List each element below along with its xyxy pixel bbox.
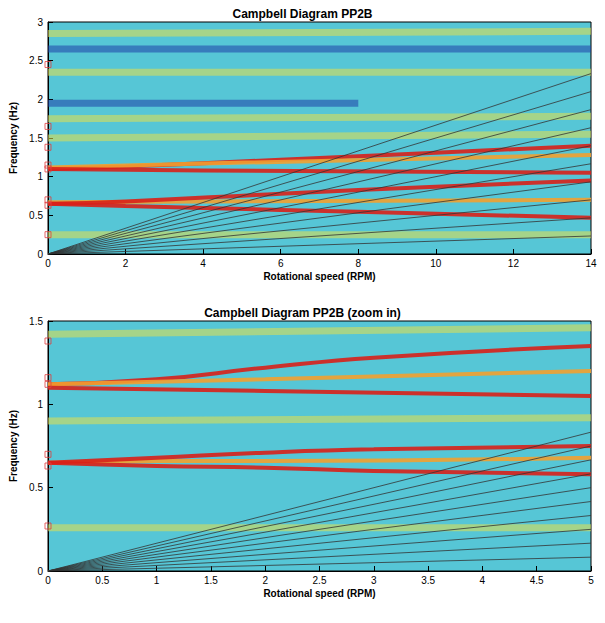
svg-text:1.5: 1.5 [204,575,218,586]
svg-text:3: 3 [37,17,43,28]
svg-text:2: 2 [37,94,43,105]
svg-text:Frequency (Hz): Frequency (Hz) [8,410,19,482]
svg-text:6: 6 [278,258,284,269]
svg-text:Frequency (Hz): Frequency (Hz) [8,102,19,174]
svg-text:0: 0 [45,575,51,586]
svg-text:4: 4 [200,258,206,269]
svg-text:1: 1 [37,399,43,410]
svg-text:2: 2 [262,575,268,586]
svg-text:2: 2 [123,258,129,269]
svg-text:2.5: 2.5 [29,55,43,66]
svg-text:0.5: 0.5 [29,210,43,221]
svg-text:3: 3 [371,575,377,586]
svg-text:10: 10 [430,258,442,269]
svg-text:Campbell Diagram PP2B (zoom in: Campbell Diagram PP2B (zoom in) [204,306,401,320]
svg-text:5: 5 [588,575,594,586]
svg-text:0: 0 [37,249,43,260]
svg-text:1: 1 [37,171,43,182]
svg-text:12: 12 [508,258,520,269]
svg-text:2.5: 2.5 [313,575,327,586]
svg-text:3.5: 3.5 [421,575,435,586]
svg-text:Campbell Diagram PP2B: Campbell Diagram PP2B [232,7,372,21]
svg-text:4: 4 [480,575,486,586]
svg-text:0.5: 0.5 [29,482,43,493]
svg-text:1.5: 1.5 [29,316,43,327]
svg-text:1.5: 1.5 [29,133,43,144]
svg-text:0: 0 [45,258,51,269]
svg-text:Rotational speed (RPM): Rotational speed (RPM) [263,271,375,282]
svg-text:0.5: 0.5 [95,575,109,586]
svg-text:1: 1 [154,575,160,586]
svg-text:8: 8 [356,258,362,269]
svg-text:14: 14 [585,258,597,269]
svg-text:0: 0 [37,566,43,577]
svg-text:4.5: 4.5 [530,575,544,586]
svg-text:Rotational speed (RPM): Rotational speed (RPM) [263,588,375,599]
